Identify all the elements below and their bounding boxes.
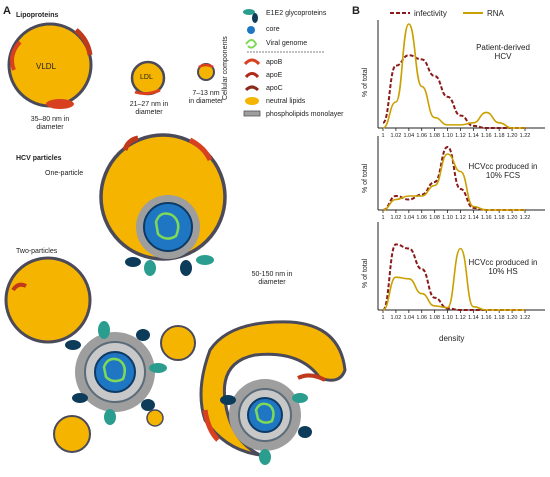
chart-1-ylabel: % of total bbox=[362, 67, 369, 97]
hcv-virion-right-with-lipoprotein bbox=[199, 320, 347, 465]
small-lipoprotein-particle-2 bbox=[53, 415, 91, 453]
x-tick-label: 1.22 bbox=[520, 133, 531, 139]
x-tick-label: 1.10 bbox=[442, 215, 453, 221]
x-tick-label: 1.10 bbox=[442, 315, 453, 321]
x-tick-label: 1.18 bbox=[494, 133, 505, 139]
panel-a-label: A bbox=[3, 5, 11, 17]
x-tick-label: 1.22 bbox=[520, 315, 531, 321]
chart-1-title: Patient-derived HCV bbox=[476, 43, 530, 62]
x-tick-label: 1.04 bbox=[403, 133, 414, 139]
small-lipoprotein-particle bbox=[160, 325, 196, 361]
hcv-particles-title: HCV particles bbox=[16, 155, 62, 162]
x-tick-label: 1.14 bbox=[468, 133, 479, 139]
x-tick-label: 1.10 bbox=[442, 133, 453, 139]
x-tick-label: 1.12 bbox=[455, 315, 466, 321]
panel-b-label: B bbox=[352, 5, 360, 17]
legend-infectivity: infectivity bbox=[414, 9, 447, 18]
hcv-virion-left bbox=[65, 321, 167, 425]
x-tick-label: 1.02 bbox=[391, 315, 402, 321]
x-tick-label: 1 bbox=[381, 315, 384, 321]
chart-1-axes bbox=[377, 20, 545, 129]
one-particle-label: One-particle bbox=[45, 170, 84, 177]
series-line-rna bbox=[382, 247, 525, 311]
x-tick-label: 1.04 bbox=[403, 215, 414, 221]
x-tick-label: 1.20 bbox=[507, 315, 518, 321]
neutral-lipid-icon bbox=[245, 97, 259, 105]
hcv-size: 50-150 nm in diameter bbox=[251, 271, 293, 287]
apoc-icon bbox=[244, 85, 260, 92]
x-tick-label: 1.16 bbox=[481, 133, 492, 139]
x-tick-label: 1.18 bbox=[494, 315, 505, 321]
x-tick-label: 1.08 bbox=[429, 315, 440, 321]
x-tick-label: 1.08 bbox=[429, 133, 440, 139]
phospholipid-icon bbox=[243, 110, 261, 117]
chart-3-ylabel: % of total bbox=[362, 258, 369, 288]
x-tick-label: 1.04 bbox=[403, 315, 414, 321]
ldl-size: 21–27 nm in diameter bbox=[129, 101, 169, 117]
legend-item-e1e2: E1E2 glycoproteins bbox=[266, 10, 327, 17]
x-tick-label: 1.08 bbox=[429, 215, 440, 221]
x-tick-label: 1.20 bbox=[507, 133, 518, 139]
x-tick-label: 1.14 bbox=[468, 315, 479, 321]
ldl-label: LDL bbox=[140, 74, 153, 81]
x-tick-label: 1.06 bbox=[416, 215, 427, 221]
series-line-rna bbox=[382, 23, 525, 129]
legend-glyphs bbox=[243, 9, 325, 117]
chart-3-title: HCVcc produced in 10% HS bbox=[468, 258, 538, 277]
x-tick-label: 1.14 bbox=[468, 215, 479, 221]
x-tick-label: 1.02 bbox=[391, 215, 402, 221]
density-charts: 1 1.02 1.04 1.06 1.08 1.10 1.12 1.14 1.16 1.18 1.2… bbox=[381, 23, 531, 321]
series-line-rna bbox=[382, 153, 525, 211]
chart-2-ylabel: % of total bbox=[362, 163, 369, 193]
x-tick-label: 1.16 bbox=[481, 215, 492, 221]
x-tick-label: 1.18 bbox=[494, 215, 505, 221]
legend-item-core: core bbox=[266, 26, 280, 33]
x-tick-label: 1.06 bbox=[416, 315, 427, 321]
genome-icon bbox=[245, 39, 258, 49]
legend-item-apoc: apoC bbox=[266, 85, 283, 92]
x-axis-label: density bbox=[439, 334, 465, 343]
hcv-two-particles-lipoprotein bbox=[4, 256, 92, 344]
apoe-icon bbox=[244, 72, 260, 79]
x-tick-label: 1.12 bbox=[455, 133, 466, 139]
legend-group-label: Cellular components bbox=[222, 36, 229, 100]
chart-2-title: HCVcc produced in 10% FCS bbox=[468, 162, 538, 181]
legend-item-genome: Viral genome bbox=[266, 40, 308, 47]
tiny-lipoprotein-particle bbox=[146, 409, 164, 427]
legend-item-apob: apoB bbox=[266, 59, 283, 66]
legend-item-apoe: apoE bbox=[266, 72, 283, 79]
x-tick-label: 1 bbox=[381, 215, 384, 221]
hcv-one-particle bbox=[99, 133, 227, 276]
x-tick-label: 1.16 bbox=[481, 315, 492, 321]
x-tick-label: 1.22 bbox=[520, 215, 531, 221]
lipoproteins-title: Lipoproteins bbox=[16, 12, 59, 19]
legend-rna: RNA bbox=[487, 9, 504, 18]
x-tick-label: 1 bbox=[381, 133, 384, 139]
vldl-particle bbox=[7, 22, 93, 109]
x-tick-label: 1.12 bbox=[455, 215, 466, 221]
hdl-particle bbox=[197, 63, 215, 81]
core-icon bbox=[247, 26, 255, 34]
vldl-size: 35–80 nm in diameter bbox=[30, 116, 70, 132]
x-tick-label: 1.06 bbox=[416, 133, 427, 139]
hdl-size: 7–13 nm in diameter bbox=[188, 90, 224, 106]
legend-item-neutral-lipids: neutral lipids bbox=[266, 98, 306, 105]
two-particles-label: Two-particles bbox=[16, 248, 58, 255]
x-tick-label: 1.20 bbox=[507, 215, 518, 221]
series-line-infectivity bbox=[382, 54, 525, 129]
legend-item-phospholipids: phospholipids monolayer bbox=[266, 111, 344, 118]
x-tick-label: 1.02 bbox=[391, 133, 402, 139]
glycoprotein-icon bbox=[243, 9, 258, 23]
apob-icon bbox=[243, 58, 261, 66]
ldl-particle bbox=[130, 60, 166, 96]
vldl-label: VLDL bbox=[36, 62, 57, 71]
